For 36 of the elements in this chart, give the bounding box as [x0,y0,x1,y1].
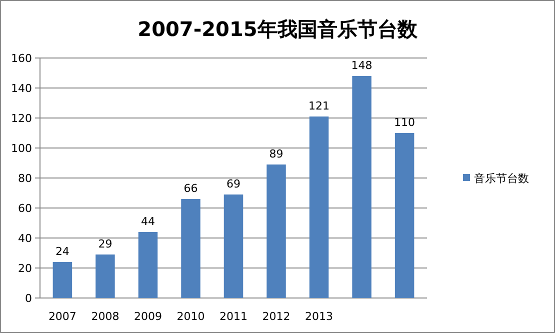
chart-title: 2007-2015年我国音乐节台数 [138,17,418,41]
data-label: 29 [98,238,112,250]
bar [266,164,286,298]
x-tick-label: 2013 [305,310,334,323]
x-tick-label: 2009 [134,310,162,323]
bar [309,116,329,298]
x-tick-label: 2011 [220,310,248,323]
bar [181,199,200,298]
x-tick-label: 2008 [91,310,120,323]
data-label: 24 [55,245,70,258]
y-tick-label: 120 [11,112,32,125]
bar [96,254,115,298]
bar [52,262,72,298]
y-tick-label: 80 [18,172,32,185]
y-tick-label: 140 [11,82,32,95]
data-label: 66 [184,182,198,195]
data-label: 148 [351,59,372,72]
data-label: 110 [394,116,416,129]
bar [352,76,372,298]
data-label: 89 [269,148,284,160]
legend-label: 音乐节台数 [474,172,529,185]
data-label: 121 [308,100,330,112]
x-tick-label: 2007 [48,310,76,323]
data-label: 69 [226,178,240,190]
y-tick-label: 0 [25,292,32,305]
bar [138,232,158,298]
y-tick-label: 160 [11,52,32,65]
bar [224,194,244,298]
x-tick-label: 2010 [176,310,205,323]
y-tick-label: 20 [18,262,32,275]
x-tick-label: 2012 [262,310,290,323]
y-tick-label: 40 [18,232,32,245]
y-tick-label: 100 [11,142,32,155]
data-label: 44 [140,215,155,228]
bar [394,133,414,298]
y-tick-label: 60 [18,202,32,215]
